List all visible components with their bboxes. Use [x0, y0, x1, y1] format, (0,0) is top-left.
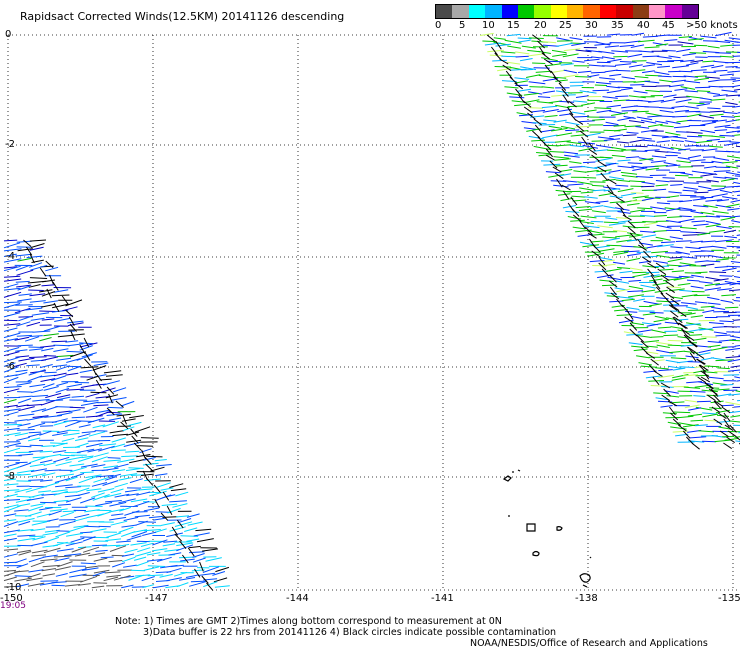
- legend-swatch: [632, 5, 649, 18]
- legend-swatch: [485, 5, 502, 18]
- legend-labels: 0 5 10 15 20 25 30 35 40 45 >50 knots: [435, 19, 738, 31]
- legend-swatch: [534, 5, 551, 18]
- legend-swatch: [567, 5, 584, 18]
- lon-label: -138: [575, 593, 598, 604]
- credit-line: NOAA/NESDIS/Office of Research and Appli…: [470, 638, 708, 649]
- island: [517, 469, 521, 472]
- island: [582, 584, 588, 588]
- legend-swatch: [583, 5, 600, 18]
- note-line-2: 3)Data buffer is 22 hrs from 20141126 4)…: [143, 627, 557, 638]
- legend-label-20: 20: [534, 20, 547, 31]
- island: [579, 573, 591, 583]
- lon-label: -144: [286, 593, 309, 604]
- legend-color-bar: [435, 4, 699, 19]
- legend-label-50-plus: >50 knots: [686, 20, 738, 31]
- legend-swatch: [648, 5, 666, 18]
- legend-swatch: [452, 5, 469, 18]
- time-label: 19:05: [0, 601, 26, 611]
- legend-label-35: 35: [611, 20, 624, 31]
- lat-label: -10: [5, 582, 21, 593]
- notes: Note: 1) Times are GMT 2)Times along bot…: [115, 616, 556, 638]
- legend-swatch: [599, 5, 617, 18]
- legend-swatch: [436, 5, 453, 18]
- island: [532, 550, 540, 557]
- legend-label-10: 10: [482, 20, 495, 31]
- lat-label: -4: [5, 251, 15, 262]
- axis-labels: 0 -2 -4 -6 -8 -10 -150 -147 -144 -141 -1…: [0, 29, 740, 604]
- island: [502, 475, 512, 482]
- legend-swatch: [468, 5, 486, 18]
- islands: [502, 469, 592, 588]
- lon-label: -141: [431, 593, 454, 604]
- legend-swatch: [501, 5, 518, 18]
- legend-label-45: 45: [662, 20, 675, 31]
- legend-label-0: 0: [435, 20, 442, 31]
- legend-swatch: [550, 5, 567, 18]
- lon-label: -135: [718, 593, 740, 604]
- wind-speed-legend: 0 5 10 15 20 25 30 35 40 45 >50 knots: [435, 4, 738, 31]
- legend-label-15: 15: [507, 20, 520, 31]
- lon-label: -150: [0, 593, 23, 604]
- legend-swatch: [665, 5, 682, 18]
- legend-label-5: 5: [459, 20, 466, 31]
- island: [556, 526, 563, 531]
- wind-barbs: [3, 31, 740, 591]
- lon-label: -147: [145, 593, 168, 604]
- island: [526, 523, 536, 532]
- note-line-1: Note: 1) Times are GMT 2)Times along bot…: [115, 616, 502, 627]
- lat-label: 0: [5, 29, 11, 40]
- lat-label: -2: [5, 139, 15, 150]
- island: [589, 556, 592, 559]
- legend-label-30: 30: [585, 20, 598, 31]
- legend-swatch: [517, 5, 535, 18]
- legend-swatch: [681, 5, 698, 18]
- map-title: Rapidsact Corrected Winds(12.5KM) 201411…: [20, 10, 345, 23]
- legend-swatch: [616, 5, 633, 18]
- legend-label-40: 40: [637, 20, 650, 31]
- lat-label: -6: [5, 361, 15, 372]
- legend-label-25: 25: [559, 20, 572, 31]
- lat-label: -8: [5, 471, 15, 482]
